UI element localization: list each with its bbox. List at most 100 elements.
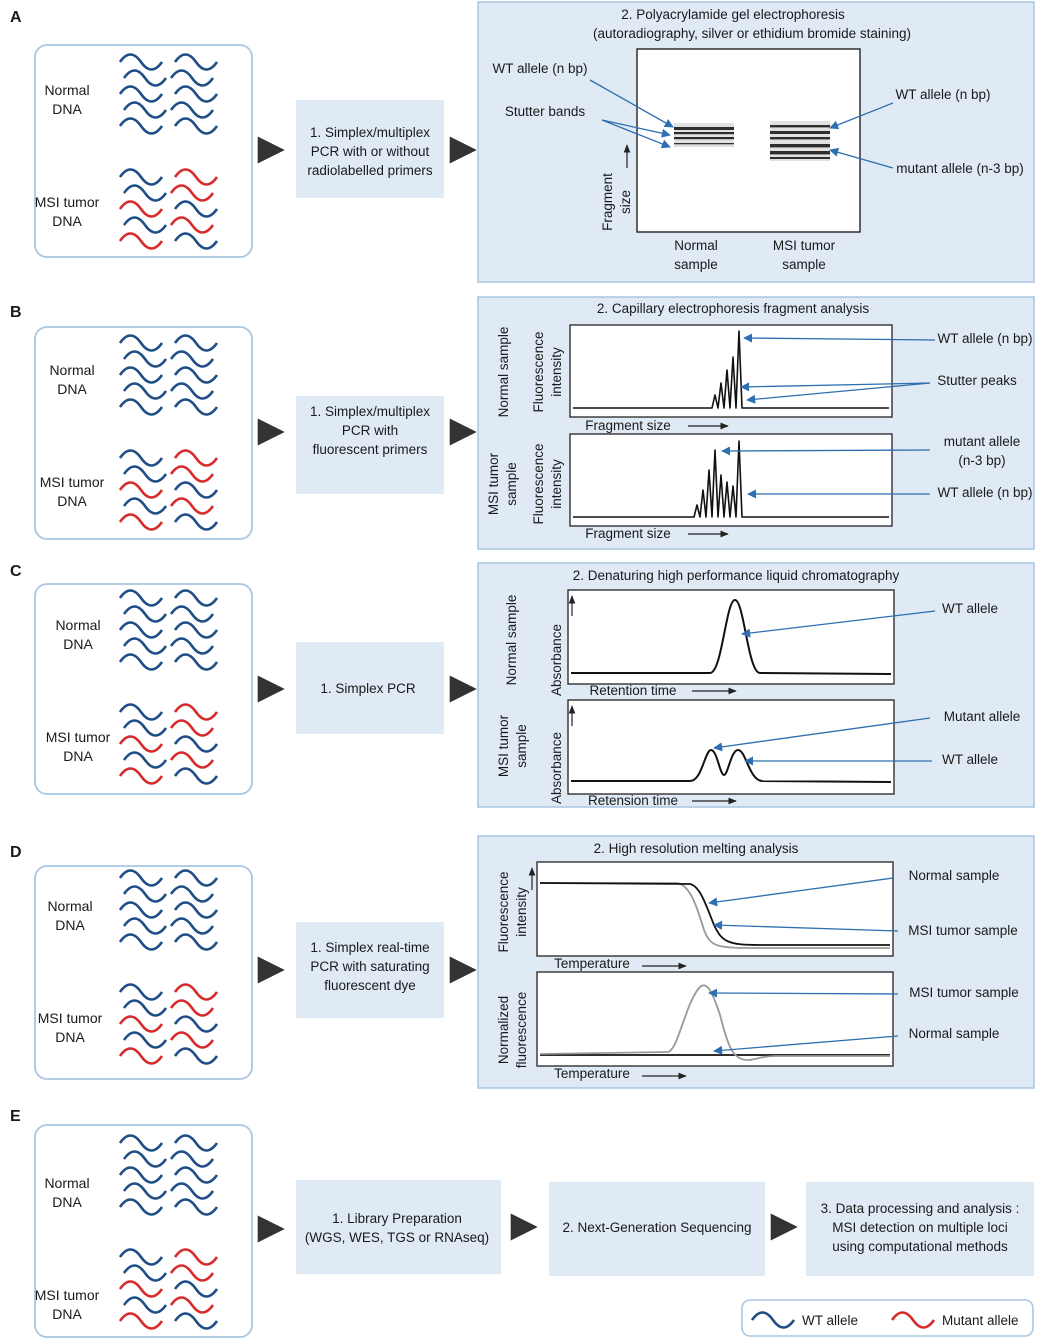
step1-label-a: PCR with or without <box>311 144 430 159</box>
gel-band-smear <box>770 121 830 161</box>
wt-dna-strand <box>122 184 168 202</box>
mutant-dna-strand <box>169 1264 215 1282</box>
gel-band-normal <box>674 143 734 145</box>
wt-dna-strand <box>169 637 215 655</box>
mutant-dna-strand <box>118 1280 164 1298</box>
y-axis-label: Absorbance <box>549 624 564 696</box>
tumor-dna-label: DNA <box>52 213 82 229</box>
side-label-tumor: sample <box>504 462 519 506</box>
wt-dna-strand <box>122 999 168 1017</box>
normal-dna-label: Normal <box>49 362 94 378</box>
stutter-peaks-label: Stutter peaks <box>937 373 1017 388</box>
tumor-dna-label: DNA <box>55 1029 85 1045</box>
step3-label-e: MSI detection on multiple loci <box>832 1220 1008 1235</box>
pointer-arrow <box>740 382 931 392</box>
mutant-dna-strand <box>169 1031 215 1049</box>
mutant-dna-strand <box>169 216 215 234</box>
wt-dna-strand <box>122 69 168 87</box>
wt-dna-strand <box>122 382 168 400</box>
wt-dna-strand <box>173 653 219 671</box>
pointer-arrow <box>741 610 936 638</box>
normal-dna-label: DNA <box>52 1194 82 1210</box>
wt-dna-strand <box>173 933 219 951</box>
ce-trace-tumor <box>573 440 889 518</box>
wt-dna-strand <box>173 589 219 607</box>
wt-dna-strand <box>173 767 219 785</box>
normal-dna-label: DNA <box>52 101 82 117</box>
wt-allele-label: WT allele (n bp) <box>492 61 587 76</box>
lane-label-normal: Normal <box>674 238 718 253</box>
wt-dna-strand <box>169 1150 215 1168</box>
wt-dna-strand <box>118 85 164 103</box>
wt-dna-strand <box>118 449 164 467</box>
hrm-trace-tumor <box>540 882 890 949</box>
wt-dna-strand <box>122 216 168 234</box>
lane-label-normal: sample <box>674 257 718 272</box>
gel-band-tumor <box>770 137 830 140</box>
mutant-dna-strand <box>169 184 215 202</box>
tumor-dna-label: MSI tumor <box>35 194 100 210</box>
wt-dna-strand <box>169 885 215 903</box>
mutant-dna-strand <box>173 703 219 721</box>
wt-dna-strand <box>122 751 168 769</box>
wt-dna-strand <box>173 85 219 103</box>
step1-label-b: fluorescent primers <box>313 442 428 457</box>
pointer-arrow <box>829 147 894 169</box>
wt-dna-strand <box>173 1134 219 1152</box>
mutant-dna-strand <box>173 1248 219 1266</box>
tumor-dna-label: MSI tumor <box>40 474 105 490</box>
mutant-allele-label: Mutant allele <box>944 709 1021 724</box>
wt-dna-strand <box>118 653 164 671</box>
mutant-dna-strand <box>169 751 215 769</box>
mutant-dna-strand <box>118 1015 164 1033</box>
wt-dna-strand <box>173 398 219 416</box>
wt-allele-label: WT allele (n bp) <box>937 331 1032 346</box>
wt-dna-strand <box>169 350 215 368</box>
mutant-dna-strand <box>173 983 219 1001</box>
panel-a-title: 2. Polyacrylamide gel electrophoresis <box>621 7 845 22</box>
pointer-arrow <box>713 920 899 932</box>
mutant-dna-strand <box>118 1312 164 1330</box>
y-axis-label: intensity <box>549 347 564 397</box>
wt-dna-strand <box>169 917 215 935</box>
side-label-tumor: MSI tumor <box>486 452 501 515</box>
wt-dna-strand <box>169 101 215 119</box>
wt-dna-strand <box>122 497 168 515</box>
wt-dna-strand <box>122 1296 168 1314</box>
step1-label-a: 1. Simplex/multiplex <box>310 125 430 140</box>
step1-label-d: PCR with saturating <box>310 959 429 974</box>
ce-trace-normal <box>573 330 889 409</box>
gel-band-tumor <box>770 144 830 148</box>
step3-label-e: 3. Data processing and analysis : <box>821 1201 1020 1216</box>
tumor-sample-label: MSI tumor sample <box>909 985 1019 1000</box>
step1-box-c <box>296 642 444 734</box>
wt-dna-strand <box>122 1264 168 1282</box>
wt-dna-strand <box>122 101 168 119</box>
normal-dna-label: DNA <box>63 636 93 652</box>
mutant-allele-label: mutant allele <box>944 434 1021 449</box>
mutant-dna-strand <box>173 449 219 467</box>
wt-dna-strand <box>173 334 219 352</box>
wt-dna-strand <box>169 1182 215 1200</box>
wt-dna-strand <box>118 366 164 384</box>
tumor-dna-label: MSI tumor <box>35 1287 100 1303</box>
panel-letter-d: D <box>10 844 22 861</box>
wt-dna-strand <box>122 1150 168 1168</box>
hrm-plot-fluorescence <box>536 861 894 957</box>
wt-dna-strand <box>173 513 219 531</box>
wt-dna-strand <box>118 53 164 71</box>
wt-dna-strand <box>173 621 219 639</box>
wt-dna-strand <box>122 917 168 935</box>
wt-allele-label: WT allele (n bp) <box>937 485 1032 500</box>
side-label-tumor: sample <box>514 724 529 768</box>
wt-dna-strand <box>173 1280 219 1298</box>
wt-allele-label-right: WT allele (n bp) <box>895 87 990 102</box>
normal-sample-label: Normal sample <box>909 1026 1000 1041</box>
mutant-dna-strand <box>118 232 164 250</box>
step1-label-d: fluorescent dye <box>324 978 416 993</box>
step3-label-e: using computational methods <box>832 1239 1008 1254</box>
panel-b-title: 2. Capillary electrophoresis fragment an… <box>597 301 870 316</box>
wt-dna-strand <box>118 117 164 135</box>
normal-dna-label: Normal <box>44 82 89 98</box>
tumor-dna-label: MSI tumor <box>46 729 111 745</box>
